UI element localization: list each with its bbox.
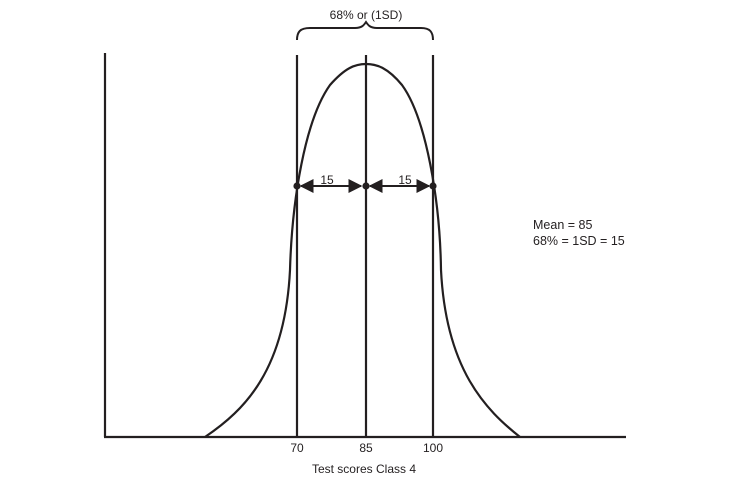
bell-curve: [204, 62, 521, 438]
legend-mean: Mean = 85: [533, 218, 592, 232]
point-100: [429, 182, 437, 190]
x-axis-title: Test scores Class 4: [312, 462, 416, 476]
interval-right-label: 15: [398, 173, 412, 187]
point-70: [293, 182, 301, 190]
tick-label-70: 70: [290, 441, 304, 455]
interval-left-label: 15: [320, 173, 334, 187]
legend-sd: 68% = 1SD = 15: [533, 234, 625, 248]
curly-brace: [296, 20, 434, 41]
bracket-label: 68% or (1SD): [330, 8, 403, 22]
tick-label-100: 100: [423, 441, 443, 455]
tick-label-85: 85: [359, 441, 373, 455]
point-85: [362, 182, 370, 190]
